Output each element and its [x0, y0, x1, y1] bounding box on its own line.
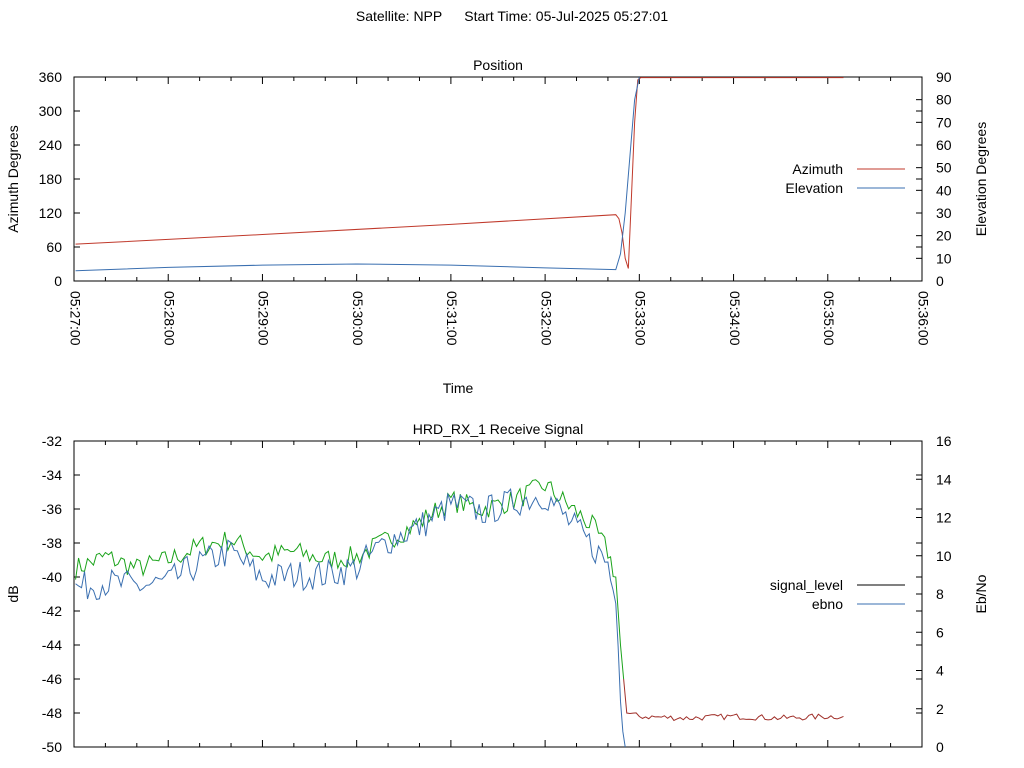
- y-tick-label: 60: [46, 239, 62, 255]
- y-tick-label: 240: [39, 137, 63, 153]
- y2-tick-label: 20: [936, 228, 952, 244]
- y2-tick-label: 0: [936, 739, 944, 755]
- y2-tick-label: 50: [936, 160, 952, 176]
- y-tick-label: -40: [42, 569, 62, 585]
- y2-tick-label: 16: [936, 433, 952, 449]
- azimuth-line: [75, 77, 844, 269]
- y-tick-label: -36: [42, 501, 62, 517]
- y-tick-label: 180: [39, 171, 63, 187]
- y2-tick-label: 0: [936, 273, 944, 289]
- x-tick-label: 05:29:00: [256, 291, 272, 346]
- legend-label: Elevation: [785, 180, 843, 196]
- y2-tick-label: 6: [936, 624, 944, 640]
- y-axis-label: dB: [5, 585, 21, 602]
- y-tick-label: -34: [42, 467, 62, 483]
- y-tick-label: -32: [42, 433, 62, 449]
- signal-level-line: [75, 479, 625, 680]
- satellite-label: Satellite: NPP: [355, 8, 443, 24]
- y-axis-label: Azimuth Degrees: [5, 125, 21, 232]
- legend-label: signal_level: [770, 577, 843, 593]
- y2-axis-label: Eb/No: [973, 574, 989, 613]
- y-tick-label: 120: [39, 205, 63, 221]
- y2-tick-label: 12: [936, 510, 952, 526]
- x-tick-label: 05:33:00: [633, 291, 649, 346]
- ebno-line: [75, 488, 626, 748]
- x-tick-label: 05:34:00: [727, 291, 743, 346]
- plot-frame: [73, 440, 923, 748]
- x-tick-label: 05:28:00: [162, 291, 178, 346]
- y2-tick-label: 90: [936, 69, 952, 85]
- y2-tick-label: 40: [936, 182, 952, 198]
- y-tick-label: -48: [42, 705, 62, 721]
- x-axis-label: Time: [443, 380, 474, 396]
- y-tick-label: 0: [54, 273, 62, 289]
- elevation-line: [75, 76, 640, 272]
- x-tick-label: 05:27:00: [67, 291, 83, 346]
- legend-label: ebno: [812, 596, 843, 612]
- y2-tick-label: 60: [936, 137, 952, 153]
- y2-tick-label: 2: [936, 701, 944, 717]
- y2-axis-label: Elevation Degrees: [973, 122, 989, 236]
- x-tick-label: 05:30:00: [350, 291, 366, 346]
- x-tick-label: 05:31:00: [444, 291, 460, 346]
- y-tick-label: -42: [42, 603, 62, 619]
- y2-tick-label: 8: [936, 586, 944, 602]
- y2-tick-label: 80: [936, 92, 952, 108]
- chart-header: Satellite: NPP Start Time: 05-Jul-2025 05…: [0, 8, 1024, 24]
- y2-tick-label: 70: [936, 114, 952, 130]
- legend-label: Azimuth: [792, 161, 843, 177]
- y2-tick-label: 30: [936, 205, 952, 221]
- signal-level-line-lost: [623, 678, 844, 722]
- x-tick-label: 05:35:00: [821, 291, 837, 346]
- y2-tick-label: 10: [936, 548, 952, 564]
- chart-title: Position: [473, 57, 523, 73]
- y-tick-label: 300: [39, 103, 63, 119]
- x-tick-label: 05:32:00: [538, 291, 554, 346]
- start-time-label: Start Time: 05-Jul-2025 05:27:01: [464, 8, 669, 24]
- x-tick-label: 05:36:00: [915, 291, 931, 346]
- y-tick-label: -46: [42, 671, 62, 687]
- plot-frame: [73, 76, 923, 282]
- y2-tick-label: 4: [936, 663, 944, 679]
- y2-tick-label: 14: [936, 471, 952, 487]
- y-tick-label: -50: [42, 739, 62, 755]
- y2-tick-label: 10: [936, 250, 952, 266]
- chart-title: HRD_RX_1 Receive Signal: [413, 421, 583, 437]
- y-tick-label: 360: [39, 69, 63, 85]
- y-tick-label: -44: [42, 637, 62, 653]
- y-tick-label: -38: [42, 535, 62, 551]
